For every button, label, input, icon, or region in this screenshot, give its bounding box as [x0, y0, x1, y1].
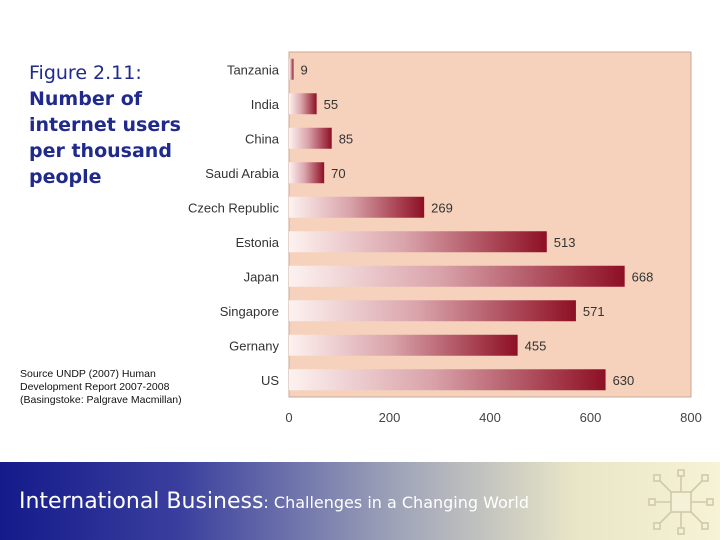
- network-hub-icon: [648, 469, 714, 535]
- figure-caption: Figure 2.11: Number of internet users pe…: [29, 60, 199, 190]
- value-label: 70: [331, 166, 345, 181]
- footer-title-sub: : Challenges in a Changing World: [263, 493, 529, 512]
- bar-chart: Tanzania 9 India 55 China 85 Saudi Arabia 70 Cze…: [188, 51, 702, 425]
- bar-tanzania: [289, 58, 294, 80]
- category-label: Czech Republic: [188, 200, 280, 215]
- x-tick-label: 200: [379, 410, 401, 425]
- bar-saudi-arabia: [289, 162, 325, 184]
- value-label: 571: [583, 304, 605, 319]
- value-label: 85: [339, 131, 353, 146]
- figure-number: Figure 2.11:: [29, 62, 142, 84]
- x-tick-label: 0: [285, 410, 292, 425]
- category-label: India: [251, 97, 280, 112]
- value-label: 513: [554, 235, 576, 250]
- value-label: 455: [525, 338, 547, 353]
- source-note: Source UNDP (2007) Human Development Rep…: [20, 368, 182, 406]
- bar-india: [289, 93, 317, 115]
- x-tick-label: 800: [680, 410, 702, 425]
- category-label: Tanzania: [227, 62, 280, 77]
- value-label: 668: [632, 269, 654, 284]
- bar-czech-republic: [289, 196, 425, 218]
- footer-title: International Business: Challenges in a …: [19, 489, 529, 514]
- value-label: 269: [431, 200, 453, 215]
- footer-banner: International Business: Challenges in a …: [0, 462, 720, 540]
- footer-title-main: International Business: [19, 489, 264, 514]
- bar-japan: [289, 265, 625, 287]
- bar-estonia: [289, 231, 547, 253]
- bar-singapore: [289, 300, 576, 322]
- value-label: 55: [324, 97, 338, 112]
- category-label: Saudi Arabia: [205, 166, 279, 181]
- value-label: 630: [613, 373, 635, 388]
- category-label: Singapore: [220, 304, 279, 319]
- bar-china: [289, 127, 332, 149]
- x-tick-label: 400: [479, 410, 501, 425]
- category-label: Japan: [244, 269, 279, 284]
- bar-us: [289, 369, 606, 391]
- value-label: 9: [301, 62, 308, 77]
- category-label: Gernany: [229, 338, 279, 353]
- bar-gernany: [289, 334, 518, 356]
- category-label: Estonia: [236, 235, 280, 250]
- x-tick-label: 600: [580, 410, 602, 425]
- category-label: China: [245, 131, 280, 146]
- category-label: US: [261, 373, 279, 388]
- figure-title: Number of internet users per thousand pe…: [29, 88, 181, 188]
